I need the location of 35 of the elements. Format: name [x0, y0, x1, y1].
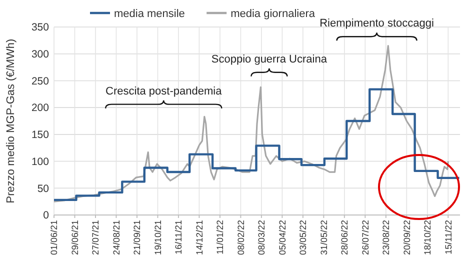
x-tick-label: 18/10/22 — [422, 220, 433, 256]
annotation: Crescita post-pandemia — [106, 85, 223, 98]
y-tick-label: 200 — [31, 102, 50, 114]
x-tick-label: 19/10/21 — [152, 220, 163, 256]
x-tick-label: 29/06/21 — [70, 220, 80, 256]
y-axis-title: Prezzo medio MGP-Gas (€/MWh) — [5, 38, 17, 204]
x-tick-label: 15/11/22 — [443, 220, 454, 254]
x-tick-label: 14/12/21 — [194, 220, 204, 256]
x-tick-label: 08/03/22 — [256, 220, 267, 256]
y-tick-label: 350 — [31, 22, 50, 34]
annotation: Riempimento stoccaggi — [320, 18, 434, 30]
x-tick-label: 31/05/22 — [318, 220, 329, 256]
x-tick-label: 08/02/22 — [236, 220, 246, 256]
legend-label: media mensile — [114, 8, 185, 20]
annotation: Scoppio guerra Ucraina — [211, 53, 328, 66]
x-tick-label: 23/08/22 — [381, 220, 392, 256]
y-tick-label: 100 — [31, 156, 50, 168]
x-tick-label: 01/06/21 — [49, 220, 60, 256]
y-tick-label: 250 — [31, 75, 50, 88]
y-tick-label: 150 — [31, 129, 50, 142]
x-tick-label: 26/07/22 — [360, 220, 370, 256]
y-tick-label: 50 — [37, 182, 50, 195]
x-tick-label: 05/04/22 — [277, 220, 288, 256]
x-tick-label: 20/09/22 — [402, 220, 412, 256]
legend-label: media giornaliera — [230, 8, 316, 20]
x-tick-label: 21/09/21 — [132, 220, 142, 256]
x-tick-label: 24/08/21 — [111, 220, 122, 256]
x-tick-label: 03/05/22 — [298, 220, 308, 256]
line-series — [53, 45, 449, 202]
y-tick-label: 0 — [43, 210, 50, 222]
x-tick-label: 16/11/21 — [174, 220, 184, 254]
x-tick-label: 28/06/22 — [340, 220, 350, 256]
x-tick-label: 27/07/21 — [90, 220, 101, 256]
y-tick-label: 300 — [31, 48, 50, 61]
x-tick-label: 11/01/22 — [215, 220, 226, 254]
